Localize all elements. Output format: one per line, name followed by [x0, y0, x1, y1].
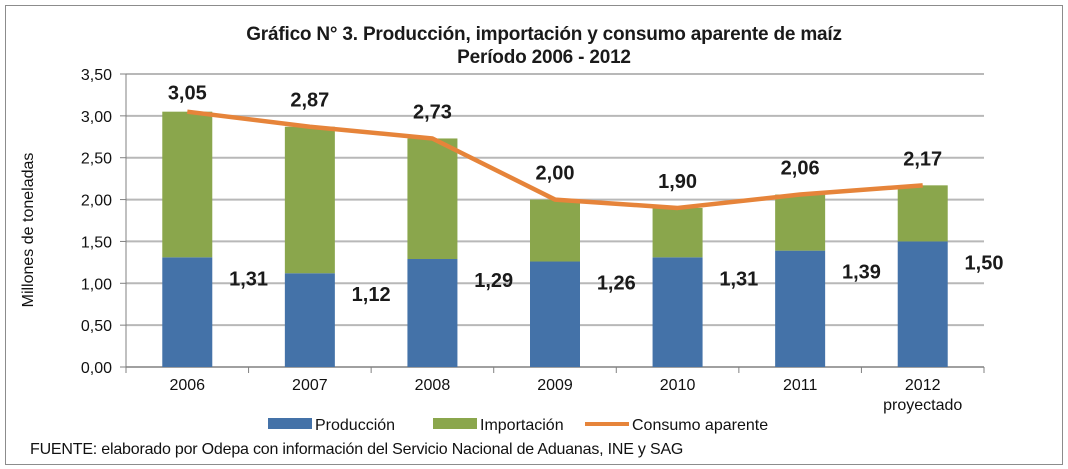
y-tick-label: 0,50: [81, 318, 112, 335]
y-tick-label: 1,00: [81, 276, 112, 293]
x-tick-sublabel: proyectado: [883, 397, 962, 414]
y-axis-label: Millones de toneladas: [20, 153, 37, 308]
chart-subtitle: Período 2006 - 2012: [457, 47, 631, 68]
x-tick-label: 2006: [169, 377, 205, 394]
legend-swatch-importacion: [433, 418, 477, 429]
y-tick-label: 0,00: [81, 360, 112, 377]
bar-produccion: [407, 259, 458, 367]
legend: Producción Importación Consumo aparente: [268, 417, 768, 434]
bars: [162, 111, 948, 367]
data-labels: 3,05 2,87 2,73 2,00 1,90 2,06 2,17 1,31 1,12 1,29…: [168, 83, 1004, 307]
x-tick-label: 2007: [292, 377, 328, 394]
bar-importacion: [162, 111, 213, 258]
consumo-line: [187, 109, 923, 211]
data-label-consumo: 1,90: [658, 171, 697, 193]
x-tick-label: 2010: [660, 377, 696, 394]
y-tick-label: 3,50: [81, 67, 112, 84]
legend-label: Importación: [480, 417, 564, 434]
data-label-produccion: 1,12: [352, 284, 391, 306]
y-axis: 0,00 0,50 1,00 1,50 2,00 2,50 3,00 3,50: [81, 67, 127, 377]
data-label-produccion: 1,31: [229, 268, 268, 290]
bar-importacion: [530, 199, 580, 262]
x-tick-label: 2012: [905, 377, 941, 394]
source-note: FUENTE: elaborado por Odepa con informac…: [30, 441, 684, 458]
bar-produccion: [284, 273, 335, 367]
data-label-consumo: 2,00: [536, 163, 575, 185]
legend-label: Consumo aparente: [632, 417, 768, 434]
data-label-consumo: 3,05: [168, 83, 207, 105]
bar-produccion: [775, 250, 826, 367]
bar-produccion: [897, 241, 948, 367]
x-tick-label: 2011: [783, 377, 818, 394]
y-tick-label: 2,00: [81, 193, 112, 210]
bar-produccion: [162, 257, 213, 367]
data-label-produccion: 1,26: [597, 273, 636, 295]
x-axis: 2006 2007 2008 2009 2010 2011 2012 proyectado: [125, 366, 985, 414]
data-label-produccion: 1,29: [474, 270, 513, 292]
chart-title: Gráfico N° 3. Producción, importación y …: [246, 24, 842, 45]
bar-produccion: [530, 261, 580, 367]
bar-importacion: [407, 138, 458, 260]
legend-label: Producción: [315, 417, 395, 434]
y-tick-label: 1,50: [81, 234, 112, 251]
data-label-consumo: 2,06: [781, 158, 820, 180]
legend-swatch-produccion: [268, 418, 312, 429]
bar-importacion: [775, 194, 826, 251]
y-tick-label: 3,00: [81, 109, 112, 126]
x-tick-label: 2008: [415, 377, 451, 394]
bar-importacion: [284, 126, 335, 274]
x-tick-label: 2009: [537, 377, 573, 394]
y-tick-label: 2,50: [81, 151, 112, 168]
bar-importacion: [652, 207, 703, 258]
data-label-produccion: 1,50: [965, 252, 1004, 274]
data-label-consumo: 2,17: [903, 148, 942, 170]
bar-produccion: [652, 257, 703, 367]
data-label-produccion: 1,31: [719, 268, 758, 290]
data-label-consumo: 2,73: [413, 101, 452, 123]
data-label-produccion: 1,39: [842, 262, 881, 284]
data-label-consumo: 2,87: [290, 90, 329, 112]
line-consumo-aparente: [187, 109, 923, 211]
bar-importacion: [897, 185, 948, 242]
